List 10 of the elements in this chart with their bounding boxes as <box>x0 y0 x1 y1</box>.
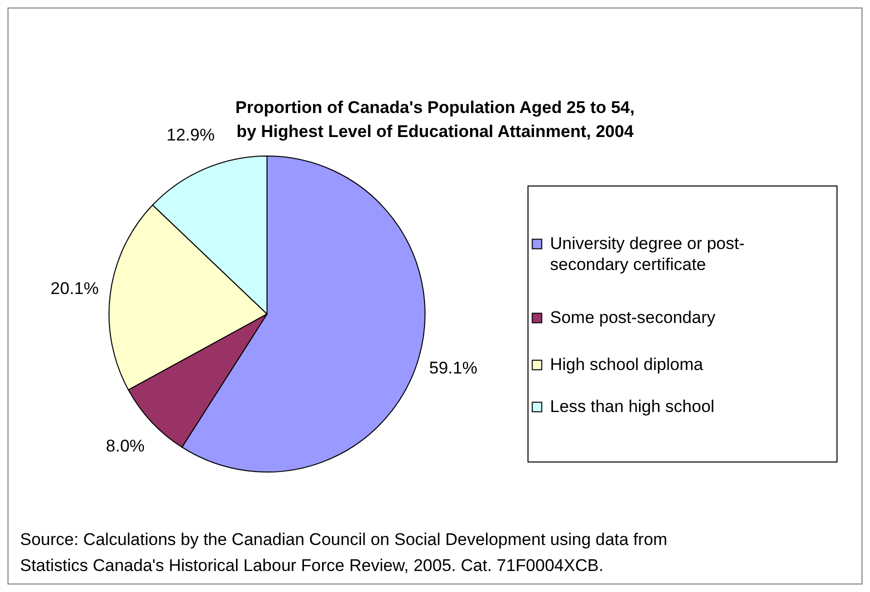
data-label: 20.1% <box>50 278 99 298</box>
source-note: Source: Calculations by the Canadian Council on Social Development using data from Statistics Canada's Historical Labour Force Review, 2005. Cat. 71F0004XCB. <box>20 530 668 575</box>
legend-label: Some post-secondary <box>550 308 716 327</box>
legend-label: Less than high school <box>550 397 714 416</box>
legend-label: High school diploma <box>550 355 704 374</box>
legend-label: University degree or post-secondary certificate <box>550 234 745 274</box>
data-label: 8.0% <box>106 436 145 456</box>
chart-title: Proportion of Canada's Population Aged 25 to 54, by Highest Level of Educational Attainment, 2004 <box>235 98 635 141</box>
data-label: 12.9% <box>166 126 215 145</box>
data-label: 59.1% <box>429 358 478 378</box>
